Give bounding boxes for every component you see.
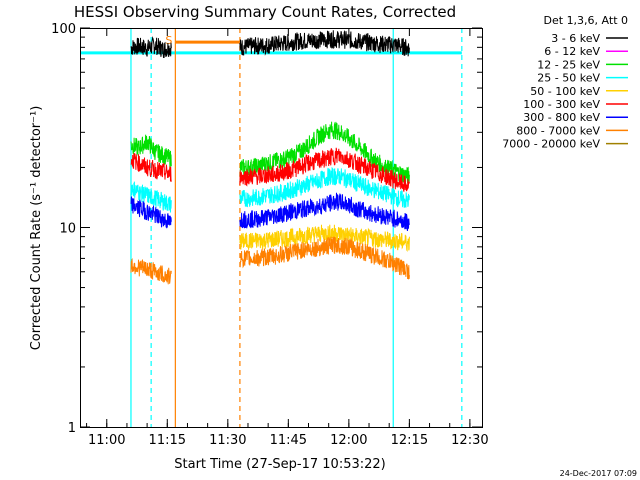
series-7-segment-1 xyxy=(239,236,410,280)
series-0-segment-0 xyxy=(130,36,172,59)
x-tick-label: 12:30 xyxy=(451,433,488,448)
y-tick-label: 1 xyxy=(68,421,76,436)
chart-title: HESSI Observing Summary Count Rates, Cor… xyxy=(74,3,456,21)
legend-label-3: 25 - 50 keV xyxy=(537,72,600,85)
timestamp: 24-Dec-2017 07:09 xyxy=(560,469,637,478)
legend-label-6: 300 - 800 keV xyxy=(523,111,600,124)
y-tick-label: 10 xyxy=(59,222,76,237)
x-tick-label: 11:30 xyxy=(209,433,246,448)
legend-label-0: 3 - 6 keV xyxy=(551,32,600,45)
plot-area: S xyxy=(80,28,463,427)
legend-label-5: 100 - 300 keV xyxy=(523,98,600,111)
series-6-segment-0 xyxy=(130,196,172,229)
series-7-segment-0 xyxy=(130,257,172,285)
legend-label-1: 6 - 12 keV xyxy=(544,45,600,58)
x-tick-label: 11:15 xyxy=(149,433,186,448)
y-tick-label: 100 xyxy=(51,22,76,37)
flag-label: S xyxy=(165,34,172,47)
series-3-segment-1 xyxy=(239,166,410,208)
legend-label-8: 7000 - 20000 keV xyxy=(502,138,600,151)
series-6-segment-1 xyxy=(239,192,410,232)
x-tick-label: 12:15 xyxy=(391,433,428,448)
legend-label-7: 800 - 7000 keV xyxy=(516,124,600,137)
series-4-segment-0 xyxy=(239,224,410,252)
x-tick-label: 11:00 xyxy=(88,433,125,448)
legend-header: Det 1,3,6, Att 0 xyxy=(544,14,628,27)
series-0-segment-1 xyxy=(239,29,410,57)
series-5-segment-1 xyxy=(239,147,410,192)
legend-label-4: 50 - 100 keV xyxy=(530,85,600,98)
x-axis-ticks: 11:00 11:15 11:30 11:45 12:00 12:15 12:30 xyxy=(86,28,489,448)
series-2-segment-0 xyxy=(130,134,172,169)
series-3-segment-0 xyxy=(130,181,172,213)
x-tick-label: 12:00 xyxy=(330,433,367,448)
series-5-segment-0 xyxy=(130,153,172,182)
plot-frame xyxy=(80,28,483,428)
legend-label-2: 12 - 25 keV xyxy=(537,58,600,71)
x-tick-label: 11:45 xyxy=(270,433,307,448)
x-axis-label: Start Time (27-Sep-17 10:53:22) xyxy=(174,457,385,472)
y-axis-ticks: 1 10 100 xyxy=(51,22,482,436)
y-axis-label: Corrected Count Rate (s⁻¹ detector⁻¹) xyxy=(29,106,44,351)
